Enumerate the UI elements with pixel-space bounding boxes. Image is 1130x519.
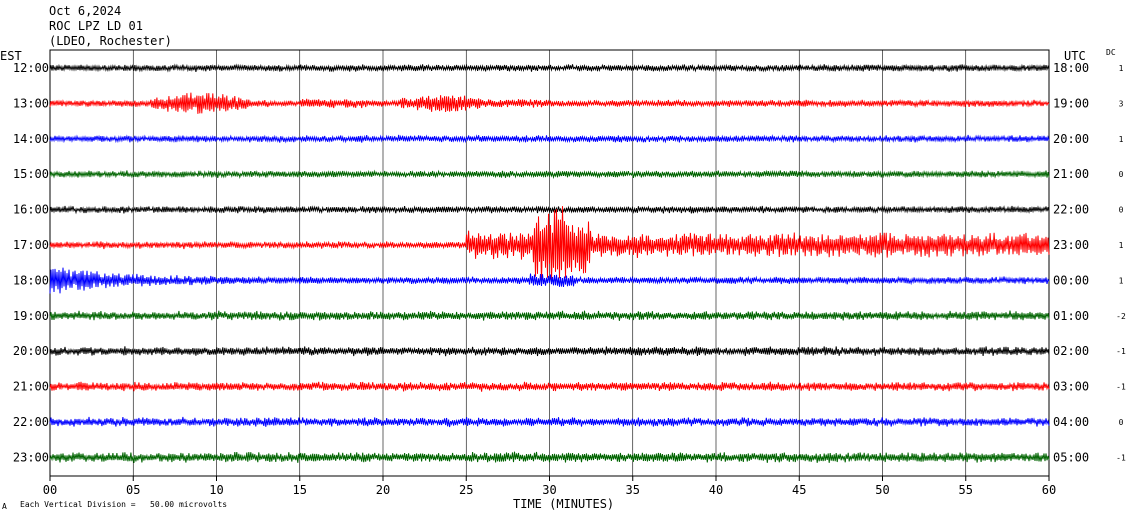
dc-offset-label: -1 (1116, 383, 1126, 392)
est-time-label: 20:00 (13, 344, 49, 358)
x-tick-label: 10 (209, 483, 223, 497)
dc-header-label: DC (1106, 48, 1116, 57)
x-tick-label: 00 (43, 483, 57, 497)
trace-line (49, 267, 1050, 294)
trace-line (49, 206, 1050, 286)
trace-line (49, 346, 1050, 357)
trace-line (49, 451, 1050, 463)
utc-time-label: 18:00 (1053, 61, 1089, 75)
x-tick-label: 55 (959, 483, 973, 497)
date-label: Oct 6,2024 (49, 4, 122, 18)
est-time-label: 13:00 (13, 96, 49, 110)
dc-offset-label: 0 (1119, 418, 1124, 427)
utc-zone-label: UTC (1064, 49, 1086, 63)
trace-line (49, 381, 1050, 392)
x-tick-label: 30 (542, 483, 556, 497)
trace-line (49, 205, 1050, 215)
est-time-label: 19:00 (13, 309, 49, 323)
est-time-label: 22:00 (13, 415, 49, 429)
utc-time-label: 20:00 (1053, 132, 1089, 146)
x-axis-title: TIME (MINUTES) (513, 497, 615, 511)
utc-time-label: 23:00 (1053, 238, 1089, 252)
est-time-label: 18:00 (13, 273, 49, 287)
x-tick-label: 40 (709, 483, 723, 497)
dc-offset-label: -2 (1116, 312, 1126, 321)
trace-line (49, 169, 1050, 180)
x-tick-label: 05 (126, 483, 140, 497)
utc-time-label: 02:00 (1053, 344, 1089, 358)
x-tick-label: 35 (626, 483, 640, 497)
dc-offset-label: 0 (1119, 170, 1124, 179)
dc-offset-label: 1 (1119, 276, 1124, 285)
footer-mark: A (2, 502, 7, 511)
dc-offset-label: 3 (1119, 99, 1124, 108)
utc-time-label: 00:00 (1053, 273, 1089, 287)
est-time-label: 23:00 (13, 450, 49, 464)
x-tick-label: 60 (1042, 483, 1056, 497)
est-time-label: 16:00 (13, 203, 49, 217)
est-zone-label: EST (0, 49, 22, 63)
dc-offset-label: 1 (1119, 241, 1124, 250)
est-time-label: 17:00 (13, 238, 49, 252)
trace-line (49, 63, 1050, 73)
scale-note: Each Vertical Division = 50.00 microvolt… (20, 500, 228, 509)
utc-time-label: 01:00 (1053, 309, 1089, 323)
utc-time-label: 04:00 (1053, 415, 1089, 429)
trace-line (49, 134, 1050, 144)
x-tick-label: 25 (459, 483, 473, 497)
network-label: (LDEO, Rochester) (49, 34, 172, 48)
est-time-label: 12:00 (13, 61, 49, 75)
trace-line (49, 416, 1050, 428)
utc-time-label: 03:00 (1053, 380, 1089, 394)
trace-line (49, 92, 1050, 114)
est-time-label: 21:00 (13, 380, 49, 394)
x-tick-label: 50 (875, 483, 889, 497)
station-label: ROC LPZ LD 01 (49, 19, 143, 33)
est-time-label: 14:00 (13, 132, 49, 146)
x-tick-label: 45 (792, 483, 806, 497)
x-tick-label: 20 (376, 483, 390, 497)
utc-time-label: 21:00 (1053, 167, 1089, 181)
dc-offset-label: -1 (1116, 453, 1126, 462)
utc-time-label: 19:00 (1053, 96, 1089, 110)
dc-offset-label: 0 (1119, 206, 1124, 215)
utc-time-label: 05:00 (1053, 450, 1089, 464)
utc-time-label: 22:00 (1053, 203, 1089, 217)
x-tick-label: 15 (293, 483, 307, 497)
dc-offset-label: -1 (1116, 347, 1126, 356)
trace-line (49, 310, 1050, 321)
dc-offset-label: 1 (1119, 135, 1124, 144)
dc-offset-label: 1 (1119, 64, 1124, 73)
est-time-label: 15:00 (13, 167, 49, 181)
